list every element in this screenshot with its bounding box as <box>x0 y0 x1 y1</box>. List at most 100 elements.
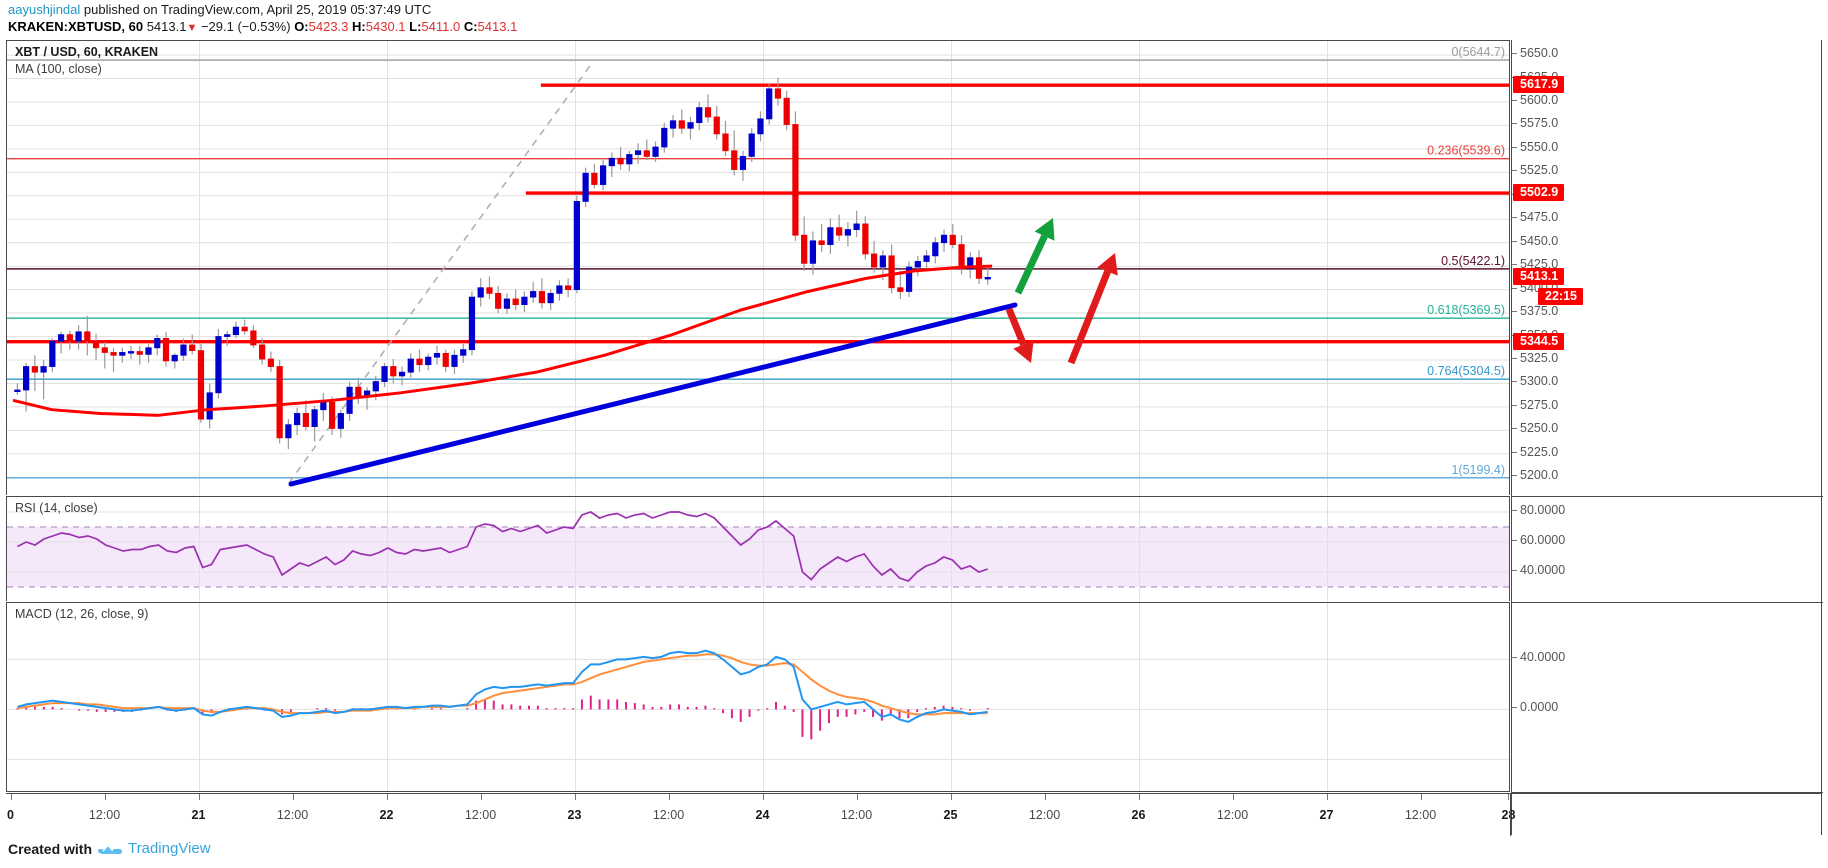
symbol-label: KRAKEN:XBTUSD, 60 <box>8 19 147 34</box>
time-axis-tick <box>480 794 482 800</box>
axis-separator <box>1512 602 1823 603</box>
time-axis-tick <box>950 794 952 800</box>
svg-text:1(5199.4): 1(5199.4) <box>1451 463 1505 477</box>
time-axis-label: 22 <box>379 808 394 822</box>
ohlc-low: 5411.0 <box>421 19 461 34</box>
time-axis-label: 12:00 <box>88 808 121 822</box>
tradingview-brand[interactable]: TradingView <box>128 840 211 857</box>
ohlc-high: 5430.1 <box>365 19 406 34</box>
time-axis-label: 12:00 <box>276 808 309 822</box>
price-pane[interactable]: XBT / USD, 60, KRAKEN MA (100, close) 0(… <box>6 40 1510 495</box>
time-axis-label: 23 <box>567 808 582 822</box>
time-axis-label: 12:00 <box>1028 808 1061 822</box>
price-axis-badge[interactable]: 22:15 <box>1538 288 1583 306</box>
time-axis-label: 12:00 <box>840 808 873 822</box>
time-axis-label: 24 <box>755 808 770 822</box>
time-axis-label: 21 <box>191 808 206 822</box>
price-scale-axis[interactable]: 5650.05625.05600.05575.05550.05525.05500… <box>1511 40 1823 835</box>
axis-separator <box>1512 792 1823 793</box>
symbol-quote-line: KRAKEN:XBTUSD, 60 5413.1▼ −29.1 (−0.53%)… <box>8 19 517 34</box>
price-axis-tick: 5650.0 <box>1511 46 1559 61</box>
time-axis-tick <box>856 794 858 800</box>
price-axis-badge[interactable]: 5413.1 <box>1513 268 1565 286</box>
publish-info: aayushjindal published on TradingView.co… <box>8 2 431 17</box>
rsi-axis-tick: 80.0000 <box>1511 503 1566 517</box>
time-axis-tick <box>668 794 670 800</box>
price-axis-tick: 5200.0 <box>1511 468 1559 483</box>
price-axis-tick: 5600.0 <box>1511 92 1559 107</box>
time-axis-tick <box>198 794 200 800</box>
rsi-axis-tick: 60.0000 <box>1511 533 1566 547</box>
price-axis-tick: 5475.0 <box>1511 210 1559 225</box>
time-axis-label: 0 <box>7 808 14 822</box>
price-axis-tick: 5525.0 <box>1511 163 1559 178</box>
rsi-indicator-label[interactable]: RSI (14, close) <box>15 501 98 515</box>
svg-text:0.236(5539.6): 0.236(5539.6) <box>1427 144 1505 158</box>
price-pane-title: XBT / USD, 60, KRAKEN <box>15 45 159 59</box>
tradingview-logo-icon <box>98 843 123 854</box>
time-axis-tick <box>386 794 388 800</box>
price-axis-tick: 5575.0 <box>1511 116 1559 131</box>
price-axis-tick: 5450.0 <box>1511 233 1559 248</box>
footer-attribution: Created with TradingView <box>8 840 211 857</box>
ohlc-close-label: C: <box>460 19 478 34</box>
price-axis-tick: 5275.0 <box>1511 397 1559 412</box>
time-axis-label: 12:00 <box>464 808 497 822</box>
price-axis-tick: 5225.0 <box>1511 444 1559 459</box>
price-axis-badge[interactable]: 5617.9 <box>1513 76 1565 94</box>
price-axis-badge[interactable]: 5344.5 <box>1513 332 1565 350</box>
time-axis-label: 25 <box>943 808 958 822</box>
time-axis-tick <box>10 794 12 800</box>
ma-indicator-label[interactable]: MA (100, close) <box>15 62 102 76</box>
time-axis-label: 26 <box>1131 808 1146 822</box>
price-axis-tick: 5550.0 <box>1511 139 1559 154</box>
time-axis-tick <box>1232 794 1234 800</box>
time-axis-tick <box>1326 794 1328 800</box>
price-axis-tick: 5375.0 <box>1511 304 1559 319</box>
down-triangle-icon: ▼ <box>186 22 198 34</box>
time-scale-axis[interactable]: 0 12:00 21 12:00 22 12:00 23 12:00 24 12:00 25 12:0… <box>6 793 1822 836</box>
time-axis-tick <box>1138 794 1140 800</box>
time-axis-label: 12:00 <box>1404 808 1437 822</box>
svg-text:0(5644.7): 0(5644.7) <box>1451 45 1505 59</box>
time-axis-label: 27 <box>1319 808 1334 822</box>
macd-pane[interactable]: MACD (12, 26, close, 9) <box>6 602 1510 792</box>
axis-separator <box>1512 496 1823 497</box>
time-axis-tick <box>1420 794 1422 800</box>
ohlc-low-label: L: <box>405 19 422 34</box>
time-axis-divider <box>1510 794 1511 836</box>
publish-text: published on TradingView.com, April 25, … <box>80 2 432 17</box>
time-axis-label: 12:00 <box>652 808 685 822</box>
rsi-pane[interactable]: RSI (14, close) <box>6 496 1510 601</box>
macd-axis-tick: 0.0000 <box>1511 700 1559 715</box>
ohlc-open: 5423.3 <box>308 19 349 34</box>
last-price: 5413.1 <box>146 19 187 34</box>
macd-indicator-label[interactable]: MACD (12, 26, close, 9) <box>15 607 149 621</box>
chart-canvas-area[interactable]: XBT / USD, 60, KRAKEN MA (100, close) 0(… <box>6 40 1823 836</box>
time-axis-label: 12:00 <box>1216 808 1249 822</box>
ohlc-high-label: H: <box>348 19 366 34</box>
time-axis-label: 28 <box>1501 808 1516 822</box>
author-name[interactable]: aayushjindal <box>8 2 81 17</box>
price-axis-tick: 5325.0 <box>1511 350 1559 365</box>
rsi-axis-tick: 40.0000 <box>1511 563 1566 577</box>
price-axis-tick: 5300.0 <box>1511 374 1559 389</box>
time-axis-tick <box>762 794 764 800</box>
created-with-label: Created with <box>8 840 93 857</box>
macd-plot <box>7 603 1509 791</box>
price-change: −29.1 (−0.53%) <box>197 19 295 34</box>
time-axis-tick <box>104 794 106 800</box>
price-axis-badge[interactable]: 5502.9 <box>1513 184 1565 202</box>
svg-text:0.618(5369.5): 0.618(5369.5) <box>1427 303 1505 317</box>
time-axis-tick <box>1508 794 1510 800</box>
svg-text:0.764(5304.5): 0.764(5304.5) <box>1427 364 1505 378</box>
price-plot: 0(5644.7) 0.236(5539.6) 0.5(5422.1) 0.618(5… <box>7 41 1509 495</box>
ohlc-close: 5413.1 <box>477 19 518 34</box>
time-axis-tick <box>1044 794 1046 800</box>
rsi-plot <box>7 497 1509 601</box>
time-axis-tick <box>292 794 294 800</box>
time-axis-tick <box>574 794 576 800</box>
price-axis-tick: 5425.0 <box>1511 257 1559 272</box>
macd-axis-tick: 40.0000 <box>1511 650 1566 665</box>
